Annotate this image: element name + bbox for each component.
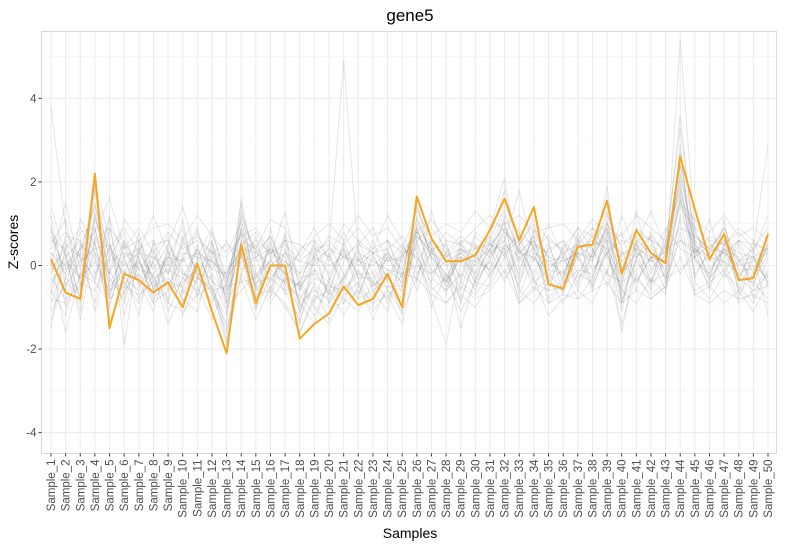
background-series-line <box>50 165 769 341</box>
x-tick-label: Sample_15 <box>251 460 263 518</box>
x-tick-label: Sample_26 <box>412 460 424 518</box>
x-tick-label: Sample_35 <box>544 460 556 518</box>
x-tick-label: Sample_20 <box>324 460 336 518</box>
y-axis-title: Z-scores <box>5 215 21 269</box>
background-series-lines <box>50 39 769 346</box>
x-tick-label: Sample_11 <box>192 460 204 517</box>
x-tick-label: Sample_1 <box>46 460 58 512</box>
x-tick-label: Sample_5 <box>105 460 117 512</box>
x-tick-label: Sample_48 <box>734 460 746 518</box>
background-series-line <box>50 231 769 312</box>
x-tick-label: Sample_38 <box>587 460 599 518</box>
x-axis-ticks: Sample_1 Sample_2 Sample_3 Sample_4 Sample_5… <box>46 453 775 518</box>
x-tick-label: Sample_28 <box>441 460 453 518</box>
background-series-line <box>50 173 769 322</box>
x-tick-label: Sample_24 <box>383 459 395 518</box>
x-tick-label: Sample_18 <box>295 460 307 518</box>
background-series-line <box>50 218 769 292</box>
x-tick-label: Sample_39 <box>602 460 614 518</box>
minor-grid <box>41 56 777 392</box>
y-axis-ticks: -4 -2 0 2 4 <box>26 93 42 440</box>
plot-panel-border <box>41 31 777 454</box>
background-series-line <box>50 198 769 335</box>
y-tick-label: 4 <box>30 93 37 105</box>
y-tick-label: 0 <box>30 260 36 272</box>
x-tick-label: Sample_50 <box>763 460 775 518</box>
background-series-line <box>50 211 769 326</box>
x-tick-label: Sample_34 <box>529 459 541 518</box>
x-tick-label: Sample_27 <box>426 460 438 518</box>
y-tick-label: -4 <box>26 428 37 440</box>
x-tick-label: Sample_2 <box>61 460 73 512</box>
background-series-line <box>50 190 769 305</box>
background-series-line <box>50 251 769 346</box>
x-tick-label: Sample_47 <box>719 460 731 518</box>
x-tick-label: Sample_41 <box>631 460 643 518</box>
x-tick-label: Sample_21 <box>339 460 351 518</box>
x-tick-label: Sample_43 <box>661 460 673 518</box>
x-tick-label: Sample_36 <box>558 460 570 518</box>
highlight-series <box>50 155 769 355</box>
background-series-line <box>50 181 769 317</box>
x-tick-label: Sample_13 <box>222 460 234 518</box>
x-tick-label: Sample_22 <box>353 460 365 518</box>
highlight-series-line <box>50 155 769 355</box>
background-series-line <box>50 206 769 285</box>
major-grid <box>41 31 777 454</box>
x-tick-label: Sample_45 <box>690 460 702 518</box>
x-tick-label: Sample_4 <box>90 459 102 511</box>
x-tick-label: Sample_49 <box>748 460 760 518</box>
x-tick-label: Sample_19 <box>309 460 321 518</box>
x-tick-label: Sample_37 <box>573 460 585 518</box>
y-tick-label: 2 <box>30 177 36 189</box>
x-tick-label: Sample_14 <box>236 459 248 518</box>
x-tick-label: Sample_3 <box>75 460 87 512</box>
x-tick-label: Sample_12 <box>207 460 219 518</box>
background-series-line <box>50 144 769 326</box>
background-series-line <box>50 201 769 275</box>
x-tick-label: Sample_42 <box>646 460 658 518</box>
chart-title: gene5 <box>386 6 433 25</box>
x-tick-label: Sample_17 <box>280 460 292 518</box>
x-tick-label: Sample_23 <box>368 460 380 518</box>
x-tick-label: Sample_25 <box>397 460 409 518</box>
background-series-line <box>50 197 769 280</box>
x-tick-label: Sample_32 <box>500 460 512 518</box>
x-tick-label: Sample_29 <box>456 460 468 518</box>
x-tick-label: Sample_9 <box>163 460 175 512</box>
x-tick-label: Sample_7 <box>134 460 146 512</box>
x-tick-label: Sample_6 <box>119 460 131 512</box>
background-series-line <box>50 247 769 329</box>
x-tick-label: Sample_33 <box>514 460 526 518</box>
x-tick-label: Sample_31 <box>485 460 497 518</box>
x-tick-label: Sample_8 <box>148 460 160 512</box>
x-axis-title: Samples <box>383 525 437 541</box>
x-tick-label: Sample_44 <box>675 459 687 518</box>
x-tick-label: Sample_30 <box>470 460 482 518</box>
x-tick-label: Sample_46 <box>705 460 717 518</box>
background-series-line <box>50 177 769 314</box>
x-tick-label: Sample_40 <box>617 460 629 518</box>
background-series-line <box>50 231 769 334</box>
x-tick-label: Sample_10 <box>178 460 190 518</box>
y-tick-label: -2 <box>26 344 36 356</box>
x-tick-label: Sample_16 <box>266 460 278 518</box>
